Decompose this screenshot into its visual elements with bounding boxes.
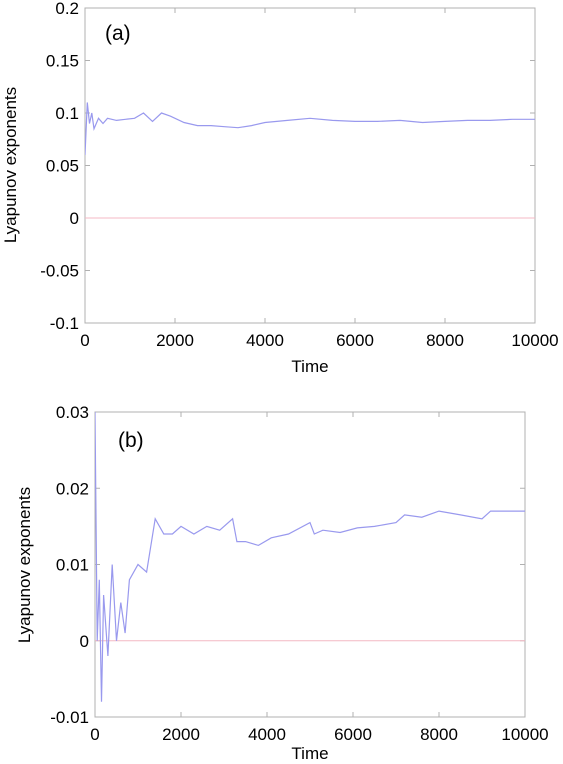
x-tick-label: 4000 xyxy=(246,331,284,350)
x-tick-label: 6000 xyxy=(336,331,374,350)
plot-frame xyxy=(84,7,536,324)
y-tick-label: 0.2 xyxy=(55,0,79,18)
lyapunov-series-line xyxy=(95,412,525,702)
y-tick-label: 0.05 xyxy=(46,157,79,176)
panel-label: (b) xyxy=(118,429,144,452)
plot-frame xyxy=(94,411,526,718)
x-axis-title: Time xyxy=(291,357,328,376)
y-tick-label: 0.02 xyxy=(56,479,89,498)
x-tick-label: 8000 xyxy=(426,331,464,350)
x-tick-label: 10000 xyxy=(511,331,558,350)
x-tick-label: 0 xyxy=(80,331,89,350)
y-tick-label: -0.01 xyxy=(50,708,89,727)
x-tick-label: 6000 xyxy=(334,725,372,744)
x-axis-title: Time xyxy=(291,744,328,763)
x-tick-label: 8000 xyxy=(420,725,458,744)
x-tick-label: 10000 xyxy=(501,725,548,744)
y-tick-label: 0 xyxy=(80,632,89,651)
y-tick-label: 0.15 xyxy=(46,52,79,71)
x-tick-label: 0 xyxy=(90,725,99,744)
y-axis-title: Lyapunov exponents xyxy=(1,87,20,243)
lyapunov-series-line xyxy=(85,102,535,156)
y-axis-title: Lyapunov exponents xyxy=(15,487,34,643)
y-tick-label: 0 xyxy=(70,209,79,228)
y-tick-label: 0.03 xyxy=(56,403,89,422)
x-tick-label: 2000 xyxy=(162,725,200,744)
y-tick-label: -0.05 xyxy=(40,262,79,281)
y-tick-label: 0.1 xyxy=(55,104,79,123)
y-tick-label: -0.1 xyxy=(50,314,79,333)
x-tick-label: 2000 xyxy=(156,331,194,350)
x-tick-label: 4000 xyxy=(248,725,286,744)
panel-label: (a) xyxy=(105,22,131,45)
y-tick-label: 0.01 xyxy=(56,556,89,575)
